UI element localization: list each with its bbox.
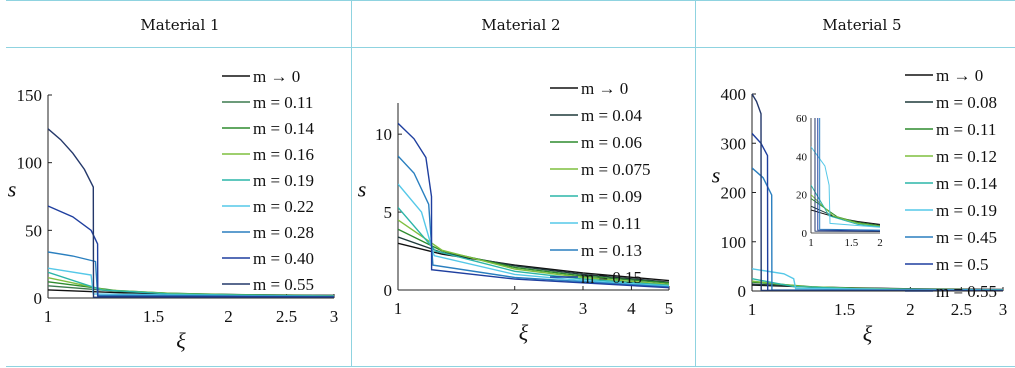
y-axis-label: s [8,177,17,202]
legend-label: m = 0.55 [936,282,997,301]
legend-label: m = 0.5 [936,255,989,274]
legend: m → 0 m = 0.04 m = 0.06 m = 0.075 m = 0.09 m … [550,79,651,287]
inset-y-tick-label: 20 [796,190,808,202]
y-tick-label: 200 [721,184,747,203]
table-frame [6,0,1015,367]
inset-y-tick-label: 40 [796,151,808,163]
inset-series-line-5 [811,184,880,228]
y-tick-label: 100 [721,233,747,252]
legend: m → 0 m = 0.08 m = 0.11 m = 0.12 m = 0.14 m =… [905,66,998,301]
legend-label: m = 0.45 [936,228,997,247]
x-tick-label: 2.5 [276,307,297,326]
y-tick-label: 5 [384,203,393,222]
x-tick-label: 1 [44,307,53,326]
legend-label: m = 0.15 [581,268,642,287]
inset-series-line-4 [811,194,880,227]
x-axis-label: ξ [176,328,186,353]
legend-label: m = 0.11 [936,120,996,139]
series-line-4 [398,219,669,286]
x-tick-label: 5 [665,299,674,318]
inset-y-tick-label: 0 [802,228,808,240]
legend-label: m = 0.11 [253,93,313,112]
legend-label: m = 0.13 [581,241,642,260]
series-line-9 [48,128,334,298]
chart-panel-2: 1 2 3 4 5 0 5 10 ξ s m → 0 m = 0.04 m = 0.06 m = 0.07… [358,79,674,345]
legend-label: m = 0.19 [936,201,997,220]
legend-label: m = 0.04 [581,106,643,125]
inset-x-tick-label: 2 [877,237,883,249]
legend-label: m = 0.55 [253,275,314,294]
x-tick-label: 1.5 [143,307,164,326]
x-tick-label: 2 [224,307,233,326]
y-tick-label: 10 [375,125,392,144]
inset-x-tick-label: 1 [808,237,814,249]
x-tick-label: 1 [394,299,403,318]
y-tick-label: 50 [25,221,42,240]
legend-label: m = 0.09 [581,187,642,206]
series-line-6 [398,183,669,287]
legend-label: m = 0.14 [936,174,998,193]
x-tick-label: 1 [748,300,757,319]
y-tick-label: 0 [738,282,747,301]
series-line-7 [398,155,669,288]
legend-label: m = 0.16 [253,145,314,164]
series-line-3 [398,228,669,284]
x-tick-label: 3 [579,299,588,318]
x-axis-label: ξ [863,321,873,346]
legend-label: m = 0.11 [581,214,641,233]
legend-label: m → 0 [253,67,300,86]
x-tick-label: 3 [330,307,339,326]
x-tick-label: 2 [510,299,519,318]
legend-label: m = 0.40 [253,249,314,268]
inset-y-tick-label: 60 [796,113,808,125]
legend-label: m → 0 [581,79,628,98]
y-axis-label: s [712,163,721,188]
legend-label: m = 0.22 [253,197,314,216]
inset-background [811,118,880,233]
x-axis-label: ξ [519,320,529,345]
legend-label: m = 0.06 [581,133,642,152]
x-tick-label: 3 [999,300,1008,319]
inset-series-line-6 [811,146,880,228]
y-tick-label: 0 [384,281,393,300]
y-tick-label: 0 [34,289,43,308]
header-material-2: Material 2 [481,16,560,34]
y-axis-label: s [358,177,367,202]
legend-label: m = 0.075 [581,160,651,179]
header-material-1: Material 1 [140,16,219,34]
series-line-8 [48,205,334,298]
series-line-5 [398,206,669,286]
legend-label: m = 0.08 [936,93,997,112]
series-line-8 [398,122,669,289]
legend-label: m = 0.12 [936,147,997,166]
x-tick-label: 2 [906,300,915,319]
y-tick-label: 400 [721,85,747,104]
inset-x-tick-label: 1.5 [844,237,858,249]
y-tick-label: 300 [721,134,747,153]
x-tick-label: 1.5 [834,300,855,319]
legend-label: m = 0.28 [253,223,314,242]
legend-label: m → 0 [936,66,983,85]
x-tick-label: 2.5 [951,300,972,319]
y-tick-label: 100 [17,154,43,173]
chart-panel-1: 1 1.5 2 2.5 3 0 50 100 150 ξ s m → 0 m = 0.11 m = 0.1… [8,67,339,353]
legend: m → 0 m = 0.11 m = 0.14 m = 0.16 m = 0.19 m =… [222,67,315,294]
header-material-5: Material 5 [822,16,901,34]
series-line-2 [398,236,669,283]
legend-label: m = 0.14 [253,119,315,138]
x-tick-label: 4 [627,299,636,318]
series-line-6 [752,268,1003,291]
y-tick-label: 150 [17,86,43,105]
legend-label: m = 0.19 [253,171,314,190]
